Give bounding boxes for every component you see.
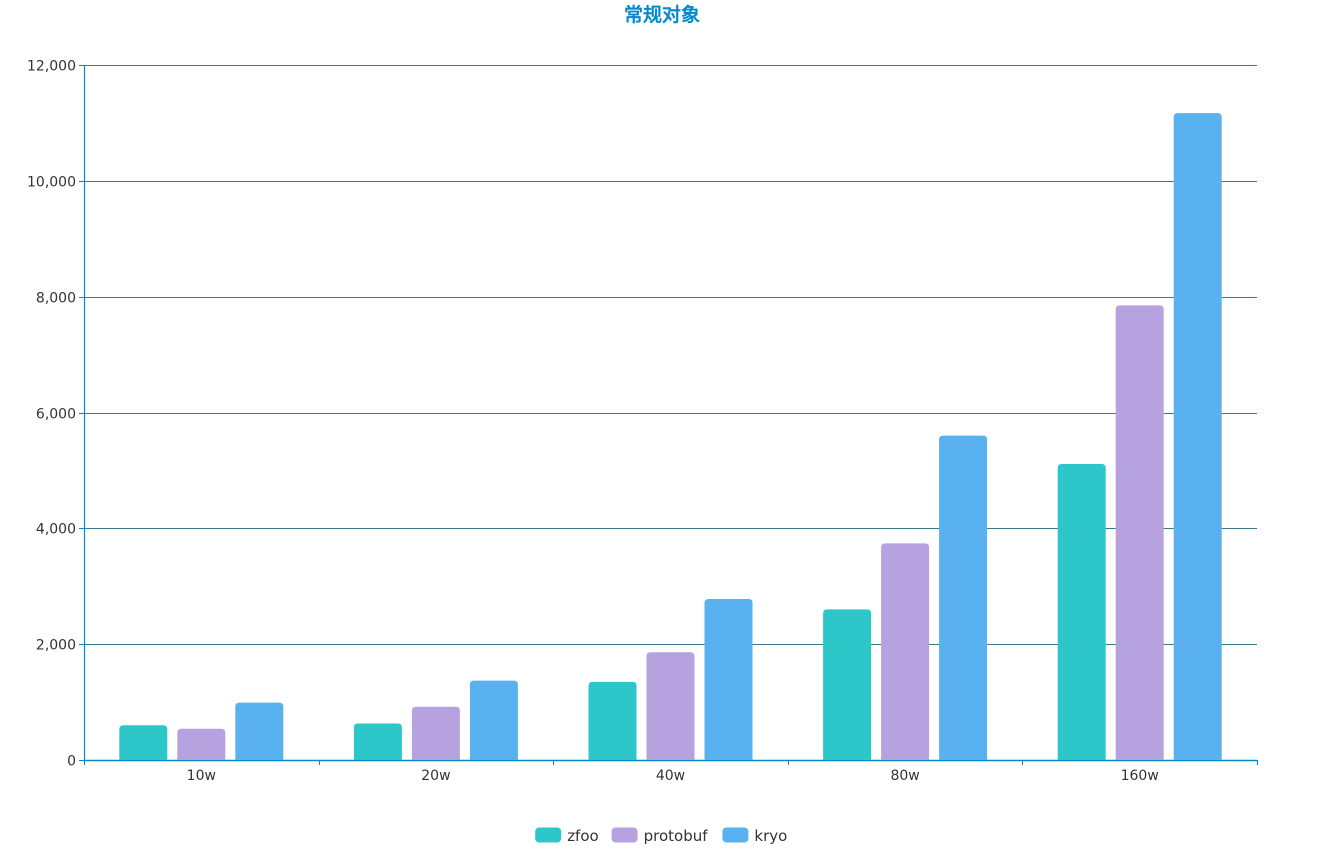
- bar-zfoo-20w[interactable]: [353, 723, 402, 760]
- x-tick-label: 80w: [890, 768, 919, 784]
- x-tick-label: 10w: [187, 768, 216, 784]
- y-tick-label: 10,000: [27, 175, 76, 191]
- y-tick-label: 0: [67, 754, 76, 770]
- bar-kryo-10w[interactable]: [235, 702, 284, 760]
- legend-item-zfoo[interactable]: zfoo: [535, 827, 599, 845]
- bar-kryo-160w[interactable]: [1173, 113, 1222, 761]
- y-tick-label: 2,000: [36, 638, 76, 654]
- x-tick-label: 160w: [1121, 768, 1159, 784]
- bar-protobuf-20w[interactable]: [411, 706, 460, 760]
- bars: [119, 113, 1222, 761]
- legend-item-kryo[interactable]: kryo: [722, 827, 787, 845]
- bar-kryo-80w[interactable]: [939, 435, 988, 760]
- bar-kryo-40w[interactable]: [704, 598, 753, 760]
- bar-protobuf-80w[interactable]: [881, 543, 930, 760]
- legend-swatch: [535, 827, 562, 843]
- legend[interactable]: zfoo protobuf kryo: [535, 827, 787, 845]
- y-tick-label: 8,000: [36, 291, 76, 307]
- legend-label: zfoo: [567, 827, 599, 845]
- bar-protobuf-160w[interactable]: [1115, 305, 1164, 760]
- bar-zfoo-40w[interactable]: [588, 681, 637, 760]
- bar-kryo-20w[interactable]: [469, 680, 518, 760]
- bar-protobuf-40w[interactable]: [646, 652, 695, 760]
- y-tick-label: 12,000: [27, 59, 76, 75]
- axes: 0 2,000 4,000 6,000 8,000 10,000 12,000 10w 20w 4…: [27, 59, 1258, 784]
- legend-label: protobuf: [644, 827, 709, 845]
- bar-zfoo-160w[interactable]: [1057, 464, 1106, 760]
- bar-zfoo-80w[interactable]: [823, 609, 872, 760]
- bar-zfoo-10w[interactable]: [119, 725, 168, 760]
- legend-swatch: [722, 827, 749, 843]
- legend-item-protobuf[interactable]: protobuf: [611, 827, 709, 845]
- legend-label: kryo: [754, 827, 787, 845]
- y-tick-label: 4,000: [36, 522, 76, 538]
- x-tick-label: 20w: [421, 768, 450, 784]
- chart-title: 常规对象: [624, 3, 700, 26]
- bar-protobuf-10w[interactable]: [177, 728, 226, 760]
- legend-swatch: [611, 827, 638, 843]
- x-tick-label: 40w: [656, 768, 685, 784]
- y-tick-label: 6,000: [36, 407, 76, 423]
